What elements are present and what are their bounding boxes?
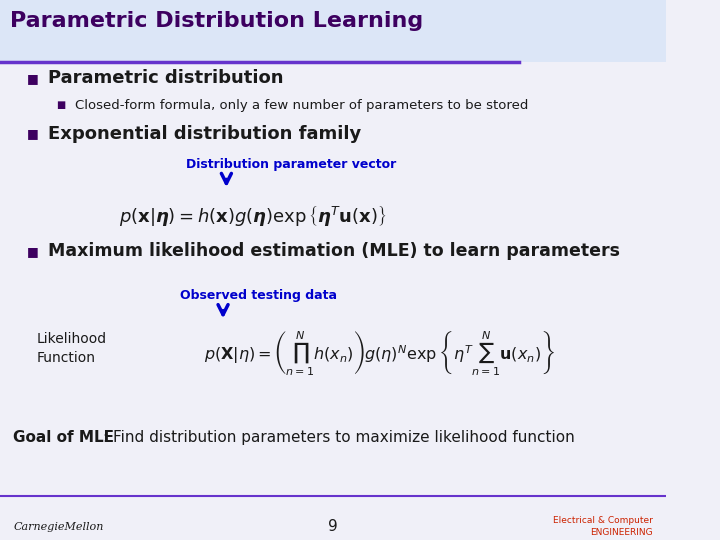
Text: Electrical & Computer
ENGINEERING: Electrical & Computer ENGINEERING (553, 516, 652, 537)
Text: ■: ■ (27, 72, 38, 85)
Text: : Find distribution parameters to maximize likelihood function: : Find distribution parameters to maximi… (103, 430, 575, 445)
Text: Exponential distribution family: Exponential distribution family (48, 125, 361, 143)
FancyBboxPatch shape (0, 0, 666, 62)
Text: CarnegieMellon: CarnegieMellon (13, 522, 104, 531)
Text: Goal of MLE: Goal of MLE (13, 430, 114, 445)
Text: Parametric distribution: Parametric distribution (48, 69, 284, 87)
Text: ■: ■ (57, 100, 66, 110)
Text: Parametric Distribution Learning: Parametric Distribution Learning (10, 10, 423, 31)
Text: Observed testing data: Observed testing data (180, 289, 337, 302)
Text: $p(\mathbf{x}|\boldsymbol{\eta}) = h(\mathbf{x})g(\boldsymbol{\eta}) \exp\left\{: $p(\mathbf{x}|\boldsymbol{\eta}) = h(\ma… (120, 204, 387, 228)
Text: ■: ■ (27, 127, 38, 140)
Text: ■: ■ (27, 245, 38, 258)
Text: $p(\mathbf{X}|\eta) = \left(\prod_{n=1}^{N} h(x_n)\right) g(\eta)^N \exp\left\{\: $p(\mathbf{X}|\eta) = \left(\prod_{n=1}^… (204, 329, 555, 378)
Text: Maximum likelihood estimation (MLE) to learn parameters: Maximum likelihood estimation (MLE) to l… (48, 242, 620, 260)
Text: Closed-form formula, only a few number of parameters to be stored: Closed-form formula, only a few number o… (75, 99, 528, 112)
Text: Likelihood
Function: Likelihood Function (37, 332, 107, 365)
Text: 9: 9 (328, 519, 338, 534)
Text: Distribution parameter vector: Distribution parameter vector (186, 158, 397, 171)
